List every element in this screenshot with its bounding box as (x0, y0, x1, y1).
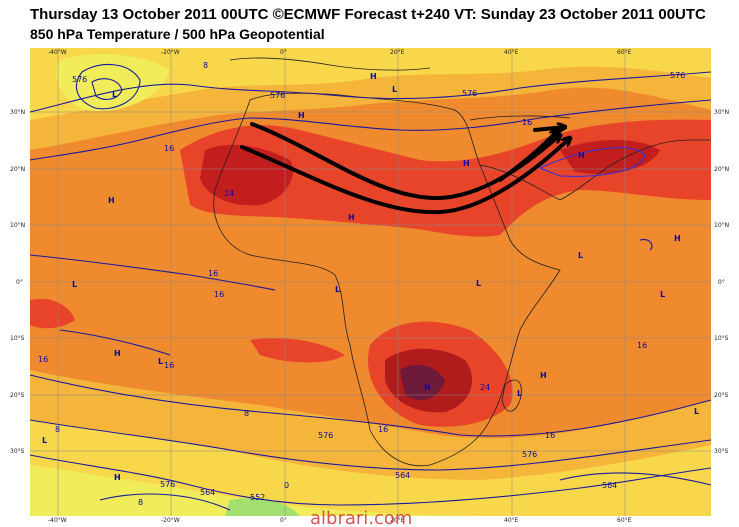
lon-tick: 40°E (504, 49, 519, 56)
coastlines (213, 57, 711, 467)
arrow (498, 130, 558, 182)
lon-tick: 20°E (390, 49, 405, 56)
lat-tick: 30°S (10, 448, 25, 455)
lat-tick: 20°N (10, 166, 25, 173)
arrow (240, 138, 570, 215)
contour-label: 0 (284, 481, 289, 490)
low-marker: L (335, 285, 340, 294)
contour-label: 576 (72, 75, 87, 84)
graticule (30, 48, 711, 516)
low-marker: L (392, 85, 397, 94)
contour-label: 16 (545, 431, 555, 440)
lat-tick-right: 10°N (714, 222, 729, 229)
low-marker: L (517, 389, 522, 398)
contour-label: 16 (164, 144, 174, 153)
high-marker: H (108, 196, 115, 205)
high-marker: H (370, 72, 377, 81)
lat-tick-right: 30°S (714, 448, 729, 455)
high-marker: H (348, 213, 355, 222)
lat-tick: 10°S (10, 335, 25, 342)
high-marker: H (298, 111, 305, 120)
high-marker: H (540, 371, 547, 380)
contour-labels: 576 576 576 576 16 16 16 16 16 16 16 16 … (38, 61, 685, 507)
lat-tick-right: 10°S (714, 335, 729, 342)
contour-label: 576 (318, 431, 333, 440)
contour-label: 8 (55, 425, 60, 434)
high-marker: H (114, 473, 121, 482)
low-marker: L (694, 407, 699, 416)
forecast-subtitle: 850 hPa Temperature / 500 hPa Geopotenti… (30, 26, 325, 42)
contour-label: 24 (480, 383, 490, 392)
lon-tick-bottom: -40°W (48, 517, 67, 524)
low-marker: L (158, 357, 163, 366)
contour-label: 8 (203, 61, 208, 70)
contour-label: 16 (208, 269, 218, 278)
lon-tick: 0° (280, 49, 287, 56)
lat-tick: 0° (16, 279, 23, 286)
contour-label: 576 (160, 480, 175, 489)
lon-ticks: -40°W -20°W 0° 20°E 40°E 60°E -40°W -20°… (48, 49, 632, 524)
low-marker: L (476, 279, 481, 288)
high-marker: H (424, 383, 431, 392)
contour-label: 16 (164, 361, 174, 370)
low-marker: L (660, 290, 665, 299)
lon-tick-bottom: 0° (280, 517, 287, 524)
lat-tick: 30°N (10, 109, 25, 116)
high-marker: H (114, 349, 121, 358)
contour-label: 8 (138, 498, 143, 507)
low-marker: L (42, 436, 47, 445)
lon-tick-bottom: -20°W (161, 517, 180, 524)
contour-label: 564 (395, 471, 410, 480)
lon-tick-bottom: 60°E (617, 517, 632, 524)
high-marker: H (674, 234, 681, 243)
lat-tick: 10°N (10, 222, 25, 229)
lon-tick-bottom: 40°E (504, 517, 519, 524)
low-marker: L (112, 90, 117, 99)
contour-label: 16 (214, 290, 224, 299)
lon-tick-bottom: 20°E (390, 517, 405, 524)
contour-label: 564 (200, 488, 215, 497)
contour-label: 576 (670, 71, 685, 80)
contour-label: 16 (38, 355, 48, 364)
contour-label: 552 (250, 493, 265, 502)
contour-label: 8 (244, 409, 249, 418)
arrow (533, 127, 565, 130)
low-marker: L (72, 280, 77, 289)
watermark: albrari.com (310, 508, 412, 527)
contour-label: 576 (270, 91, 285, 100)
contour-label: 16 (378, 425, 388, 434)
lat-tick-right: 20°S (714, 392, 729, 399)
lat-tick: 20°S (10, 392, 25, 399)
contour-label: 24 (224, 189, 234, 198)
contour-label: 576 (522, 450, 537, 459)
lat-tick-right: 30°N (714, 109, 729, 116)
lat-ticks: 30°N 20°N 10°N 0° 10°S 20°S 30°S 30°N 20… (10, 109, 729, 455)
contour-label: 576 (462, 89, 477, 98)
forecast-title: Thursday 13 October 2011 00UTC ©ECMWF Fo… (30, 6, 706, 23)
flow-arrows (240, 124, 570, 215)
lon-tick: -20°W (161, 49, 180, 56)
contours (29, 63, 712, 511)
contour-label: 16 (637, 341, 647, 350)
high-marker: H (463, 159, 470, 168)
contour-label: 16 (522, 118, 532, 127)
high-marker: H (578, 151, 585, 160)
lat-tick-right: 20°N (714, 166, 729, 173)
low-marker: L (578, 251, 583, 260)
lat-tick-right: 0° (718, 279, 725, 286)
lon-tick: -40°W (48, 49, 67, 56)
lon-tick: 60°E (617, 49, 632, 56)
contour-label: 564 (602, 481, 617, 490)
pressure-centers: L H H L H H L L H L H H L H H L H L L H … (42, 72, 699, 482)
